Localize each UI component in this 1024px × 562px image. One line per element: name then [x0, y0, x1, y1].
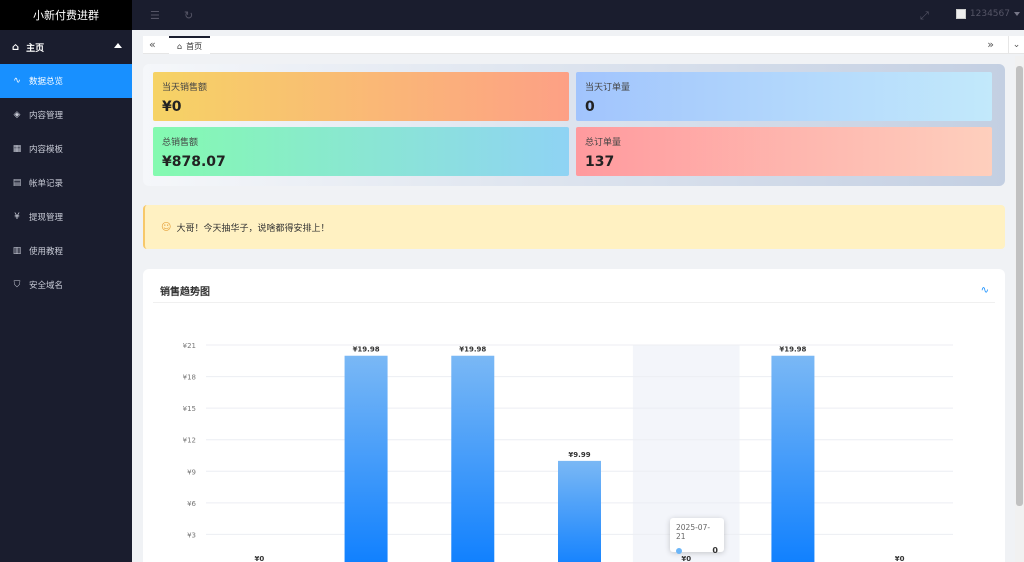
fullscreen-icon[interactable]: ⤢ [920, 9, 929, 22]
y-tick-label: ¥15 [183, 405, 196, 413]
data-label: ¥19.98 [459, 346, 486, 354]
page-scrollbar[interactable] [1015, 56, 1024, 562]
scrollbar-thumb[interactable] [1016, 66, 1023, 506]
caret-down-icon [1014, 12, 1020, 16]
avatar [955, 9, 966, 19]
data-label: ¥9.99 [568, 451, 590, 459]
smile-icon: ☺ [161, 221, 172, 233]
stat-value: ¥0 [162, 99, 182, 115]
y-tick-label: ¥6 [187, 500, 196, 508]
tab-bar: « ⌂ 首页 » ⌄ [143, 36, 1024, 54]
menu-group-label: 主页 [26, 43, 45, 54]
sidebar-item-label: 数据总览 [29, 77, 64, 87]
book-icon: ▥ [12, 246, 22, 256]
pulse-icon: ∿ [980, 285, 989, 296]
bar [451, 355, 495, 562]
stat-label: 总订单量 [585, 138, 622, 148]
sidebar-item-withdraw[interactable]: ¥ 提现管理 [0, 200, 132, 234]
sidebar-item-label: 内容管理 [29, 111, 64, 121]
tooltip-value: 0 [712, 546, 718, 555]
user-menu[interactable]: 1234567 [955, 9, 1020, 19]
tab-dropdown-icon[interactable]: ⌄ [1008, 36, 1024, 54]
bar [344, 355, 388, 562]
menu-toggle-icon[interactable]: ☰ [150, 9, 160, 22]
stat-value: 0 [585, 99, 595, 115]
y-tick-label: ¥18 [183, 374, 196, 382]
sidebar-item-overview[interactable]: ∿ 数据总览 [0, 64, 132, 98]
sales-trend-chart: ¥3 ¥6 ¥9 ¥12 ¥15 ¥18 ¥21 ¥0 ¥19.98 ¥19.98 ¥9.99 ¥0 ¥… [183, 342, 953, 562]
home-icon: ⌂ [12, 41, 20, 53]
notice-text: 大哥！今天抽华子，说啥都得安排上！ [176, 223, 330, 234]
stat-today-sales: 当天销售额 ¥0 [153, 72, 569, 121]
data-label: ¥0 [895, 555, 905, 562]
tab-scroll-left-icon[interactable]: « [149, 38, 156, 51]
brand-title: 小新付费进群 [0, 0, 132, 30]
stat-label: 当天订单量 [585, 83, 631, 93]
data-label: ¥19.98 [779, 346, 806, 354]
top-header: ☰ ↻ ⤢ 1234567 [132, 0, 1024, 30]
yen-icon: ¥ [14, 212, 20, 222]
sidebar-item-label: 内容模板 [29, 145, 64, 155]
tooltip-date: 2025-07-21 [676, 523, 711, 541]
template-icon: ▦ [12, 144, 22, 154]
tab-home[interactable]: ⌂ 首页 [169, 36, 211, 54]
y-tick-label: ¥21 [183, 342, 196, 350]
sidebar-item-label: 帐单记录 [29, 179, 64, 189]
stat-today-orders: 当天订单量 0 [576, 72, 992, 121]
y-tick-label: ¥12 [183, 437, 196, 445]
sidebar-item-label: 安全域名 [29, 281, 64, 291]
chart-tooltip: 2025-07-21 0 [670, 518, 724, 555]
clipboard-icon: ▤ [12, 178, 22, 188]
shield-icon: ⛉ [13, 280, 21, 290]
stat-value: ¥878.07 [162, 154, 226, 170]
chart-title: 销售趋势图 [160, 287, 210, 298]
sidebar-item-bills[interactable]: ▤ 帐单记录 [0, 166, 132, 200]
stat-total-orders: 总订单量 137 [576, 127, 992, 176]
pulse-icon: ∿ [13, 76, 21, 86]
y-tick-label: ¥9 [187, 468, 196, 476]
bar [771, 355, 815, 562]
sidebar-item-template[interactable]: ▦ 内容模板 [0, 132, 132, 166]
stat-label: 总销售额 [162, 138, 199, 148]
stat-value: 137 [585, 154, 615, 170]
data-label: ¥19.98 [353, 346, 380, 354]
sidebar-item-tutorial[interactable]: ▥ 使用教程 [0, 234, 132, 268]
sidebar-item-label: 使用教程 [29, 247, 64, 257]
stat-label: 当天销售额 [162, 83, 208, 93]
sidebar: 小新付费进群 ⌂ 主页 ∿ 数据总览 ◈ 内容管理 ▦ 内容模板 ▤ 帐单记录 … [0, 0, 132, 562]
chart-card: 销售趋势图 ∿ ¥3 ¥6 ¥9 ¥12 ¥15 ¥18 ¥21 ¥0 ¥19.98 ¥19.98… [143, 269, 1005, 562]
tab-home-label: 首页 [186, 41, 203, 51]
notice-banner: ☺ 大哥！今天抽华子，说啥都得安排上！ [143, 205, 1005, 249]
series-dot-icon [676, 547, 682, 554]
data-label: ¥0 [254, 555, 264, 562]
home-icon: ⌂ [177, 41, 183, 51]
layers-icon: ◈ [13, 110, 21, 120]
username: 1234567 [969, 9, 1010, 19]
data-label: ¥0 [681, 555, 691, 562]
sidebar-item-domain[interactable]: ⛉ 安全域名 [0, 268, 132, 302]
sidebar-item-label: 提现管理 [29, 213, 64, 223]
caret-up-icon [114, 43, 122, 48]
refresh-icon[interactable]: ↻ [184, 9, 194, 22]
stat-total-sales: 总销售额 ¥878.07 [153, 127, 569, 176]
tab-scroll-right-icon[interactable]: » [987, 38, 994, 51]
sidebar-item-content[interactable]: ◈ 内容管理 [0, 98, 132, 132]
y-tick-label: ¥3 [187, 531, 196, 539]
stats-panel: 当天销售额 ¥0 当天订单量 0 总销售额 ¥878.07 总订单量 137 [143, 64, 1005, 186]
menu-group-home[interactable]: ⌂ 主页 [0, 30, 132, 64]
bar [558, 460, 601, 562]
divider [153, 302, 995, 303]
